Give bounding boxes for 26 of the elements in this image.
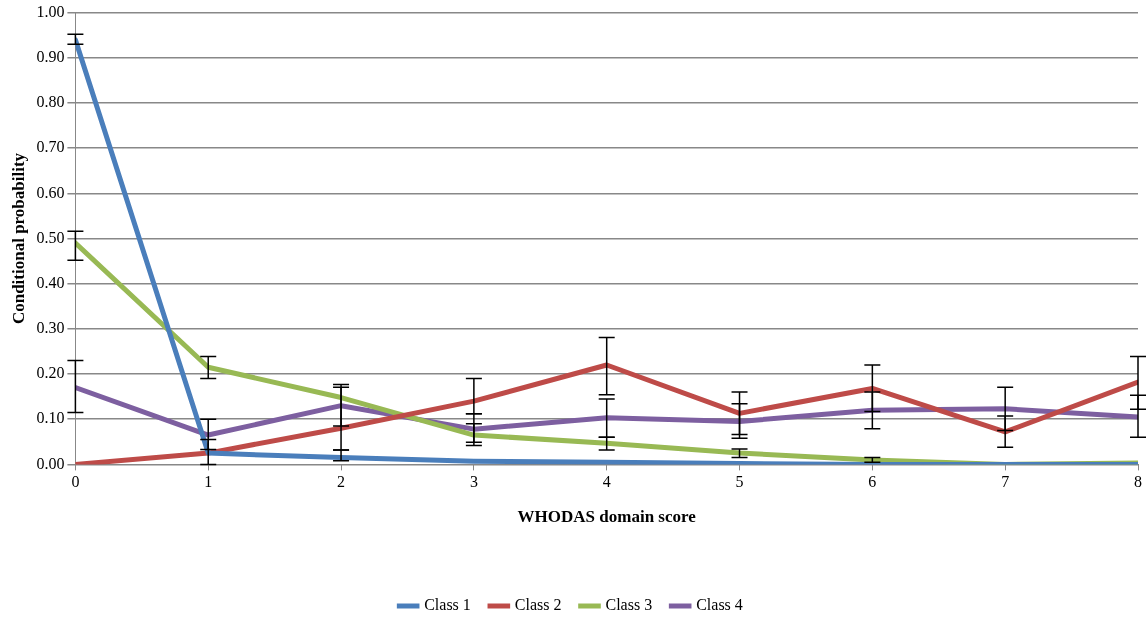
x-tick-label: 8 (1134, 473, 1142, 491)
y-tick-label: 1.00 (36, 2, 65, 20)
x-axis-title: WHODAS domain score (517, 507, 697, 527)
x-tick-label: 0 (71, 473, 80, 491)
y-tick-label: 0.80 (36, 93, 65, 111)
legend-label: Class 1 (424, 596, 471, 614)
x-tick-label: 2 (337, 473, 346, 491)
y-tick-label: 0.50 (36, 228, 65, 246)
legend-label: Class 3 (605, 596, 653, 614)
y-tick-label: 0.40 (36, 273, 65, 291)
y-tick-label: 0.00 (36, 454, 65, 472)
x-tick-label: 7 (1001, 473, 1010, 491)
legend-label: Class 2 (514, 596, 562, 614)
legend-label: Class 4 (696, 596, 743, 614)
y-tick-label: 0.10 (36, 409, 65, 427)
x-tick-label: 5 (735, 473, 744, 491)
x-tick-label: 6 (868, 473, 877, 491)
y-tick-label: 0.20 (36, 364, 65, 382)
x-tick-label: 4 (602, 473, 611, 491)
y-tick-label: 0.30 (36, 319, 65, 337)
x-tick-label: 3 (469, 473, 478, 491)
y-axis-title: Conditional probability (8, 152, 28, 325)
y-tick-label: 0.70 (36, 138, 65, 156)
y-tick-label: 0.90 (36, 47, 65, 65)
y-tick-label: 0.60 (36, 183, 65, 201)
x-tick-label: 1 (204, 473, 213, 491)
